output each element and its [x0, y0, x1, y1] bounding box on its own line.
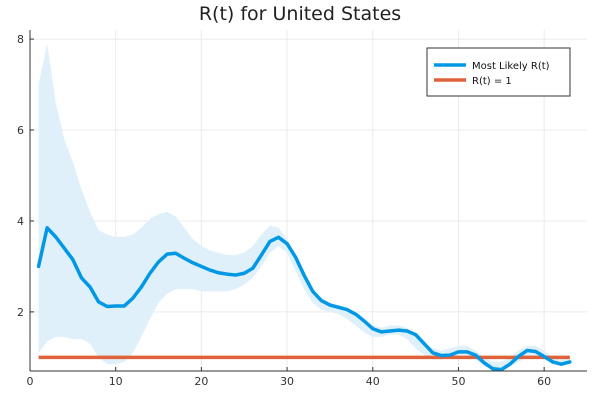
legend-label-most-likely: Most Likely R(t): [472, 61, 550, 72]
x-tick-label: 40: [366, 375, 380, 388]
legend: Most Likely R(t) R(t) = 1: [426, 47, 571, 97]
band-layer: [38, 43, 570, 371]
x-tick-label: 20: [194, 375, 208, 388]
credible-interval-band: [38, 43, 570, 371]
x-tick-label: 60: [537, 375, 551, 388]
legend-label-reference: R(t) = 1: [472, 76, 512, 87]
x-tick-label: 30: [280, 375, 294, 388]
x-tick-label: 10: [109, 375, 123, 388]
x-tick-label: 50: [451, 375, 465, 388]
y-tick-label: 2: [17, 306, 24, 319]
axes: [29, 30, 587, 372]
series-line-most-likely: [36, 226, 572, 372]
y-tick-label: 4: [17, 215, 24, 228]
chart-title: R(t) for United States: [199, 3, 401, 25]
legend-box: [426, 47, 571, 97]
x-tick-label: 0: [27, 375, 34, 388]
ticks: 0 10 20 30 40 50 60 2 4 6 8: [17, 33, 551, 388]
y-tick-label: 8: [17, 33, 24, 46]
y-tick-label: 6: [17, 124, 24, 137]
series-layer: [36, 226, 572, 372]
